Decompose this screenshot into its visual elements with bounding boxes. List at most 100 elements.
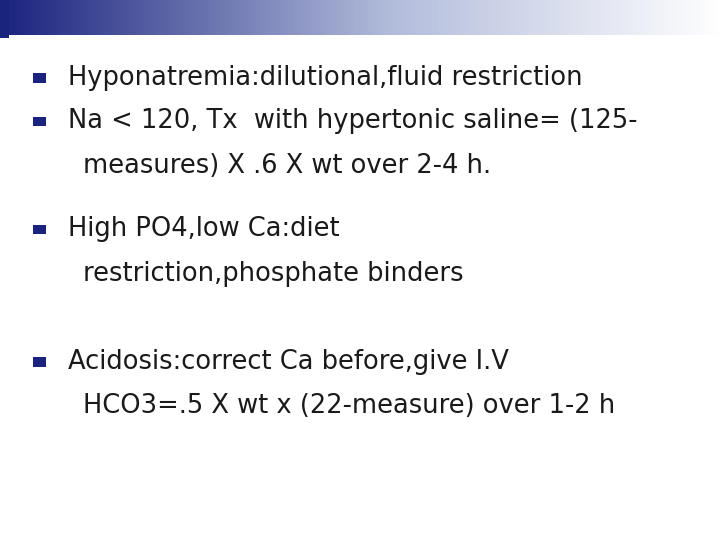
Bar bbox=[86, 0, 89, 35]
Bar bbox=[672, 0, 675, 35]
Bar bbox=[413, 0, 416, 35]
Bar bbox=[394, 0, 397, 35]
Bar bbox=[639, 0, 642, 35]
Bar bbox=[377, 0, 380, 35]
Bar bbox=[218, 0, 222, 35]
Bar bbox=[77, 0, 80, 35]
Bar bbox=[521, 0, 524, 35]
Bar bbox=[233, 0, 236, 35]
Bar bbox=[7, 0, 10, 35]
Bar bbox=[665, 0, 668, 35]
Bar bbox=[122, 0, 125, 35]
Bar bbox=[125, 0, 128, 35]
Bar bbox=[427, 0, 431, 35]
Bar bbox=[216, 0, 219, 35]
Bar bbox=[189, 0, 193, 35]
Bar bbox=[173, 0, 176, 35]
Bar bbox=[178, 0, 181, 35]
Bar bbox=[24, 0, 27, 35]
Bar bbox=[423, 0, 426, 35]
Bar bbox=[72, 0, 75, 35]
Bar bbox=[45, 0, 49, 35]
Bar bbox=[329, 0, 332, 35]
Bar bbox=[369, 0, 373, 35]
Bar bbox=[228, 0, 231, 35]
Bar bbox=[163, 0, 166, 35]
Bar bbox=[684, 0, 687, 35]
Bar bbox=[106, 0, 109, 35]
Bar bbox=[526, 0, 528, 35]
Bar bbox=[567, 0, 570, 35]
Bar bbox=[271, 0, 274, 35]
Bar bbox=[619, 0, 622, 35]
Bar bbox=[585, 0, 589, 35]
Bar bbox=[636, 0, 639, 35]
Bar bbox=[300, 0, 303, 35]
Bar bbox=[420, 0, 423, 35]
Bar bbox=[307, 0, 310, 35]
Bar bbox=[598, 0, 600, 35]
Bar bbox=[281, 0, 284, 35]
Bar bbox=[593, 0, 596, 35]
Bar bbox=[259, 0, 262, 35]
Bar bbox=[103, 0, 107, 35]
Bar bbox=[595, 0, 598, 35]
Bar bbox=[171, 0, 174, 35]
Bar bbox=[549, 0, 553, 35]
Bar bbox=[156, 0, 159, 35]
Bar bbox=[297, 0, 301, 35]
Bar bbox=[22, 0, 24, 35]
Bar bbox=[706, 0, 708, 35]
Bar bbox=[180, 0, 183, 35]
Bar bbox=[434, 0, 438, 35]
Text: measures) X .6 X wt over 2-4 h.: measures) X .6 X wt over 2-4 h. bbox=[83, 153, 491, 179]
Bar bbox=[257, 0, 260, 35]
Bar bbox=[533, 0, 536, 35]
Bar bbox=[713, 0, 716, 35]
Bar bbox=[113, 0, 116, 35]
Bar bbox=[120, 0, 123, 35]
Bar bbox=[449, 0, 452, 35]
Bar bbox=[439, 0, 442, 35]
Bar bbox=[187, 0, 190, 35]
Bar bbox=[139, 0, 143, 35]
Bar bbox=[108, 0, 111, 35]
Bar bbox=[279, 0, 282, 35]
Bar bbox=[626, 0, 629, 35]
Bar bbox=[564, 0, 567, 35]
Bar bbox=[166, 0, 168, 35]
Bar bbox=[33, 117, 46, 126]
Bar bbox=[38, 0, 42, 35]
Bar bbox=[84, 0, 87, 35]
Bar bbox=[518, 0, 521, 35]
Bar bbox=[135, 0, 138, 35]
Bar bbox=[204, 0, 207, 35]
Bar bbox=[559, 0, 562, 35]
Bar bbox=[238, 0, 240, 35]
Bar bbox=[29, 0, 32, 35]
Bar bbox=[621, 0, 625, 35]
Bar bbox=[351, 0, 354, 35]
Bar bbox=[197, 0, 200, 35]
Bar bbox=[382, 0, 384, 35]
Bar bbox=[646, 0, 649, 35]
Bar bbox=[367, 0, 370, 35]
Bar bbox=[480, 0, 483, 35]
Bar bbox=[58, 0, 60, 35]
Bar bbox=[603, 0, 606, 35]
Bar bbox=[355, 0, 359, 35]
Bar bbox=[365, 0, 368, 35]
Bar bbox=[531, 0, 534, 35]
Bar bbox=[475, 0, 478, 35]
Bar bbox=[506, 0, 510, 35]
Text: High PO4,low Ca:diet: High PO4,low Ca:diet bbox=[68, 217, 340, 242]
Bar bbox=[516, 0, 519, 35]
Bar bbox=[569, 0, 572, 35]
Bar bbox=[374, 0, 377, 35]
Bar bbox=[315, 0, 318, 35]
Bar bbox=[418, 0, 420, 35]
Text: Acidosis:correct Ca before,give I.V: Acidosis:correct Ca before,give I.V bbox=[68, 349, 509, 375]
Bar bbox=[643, 0, 647, 35]
Bar bbox=[574, 0, 577, 35]
Bar bbox=[538, 0, 541, 35]
